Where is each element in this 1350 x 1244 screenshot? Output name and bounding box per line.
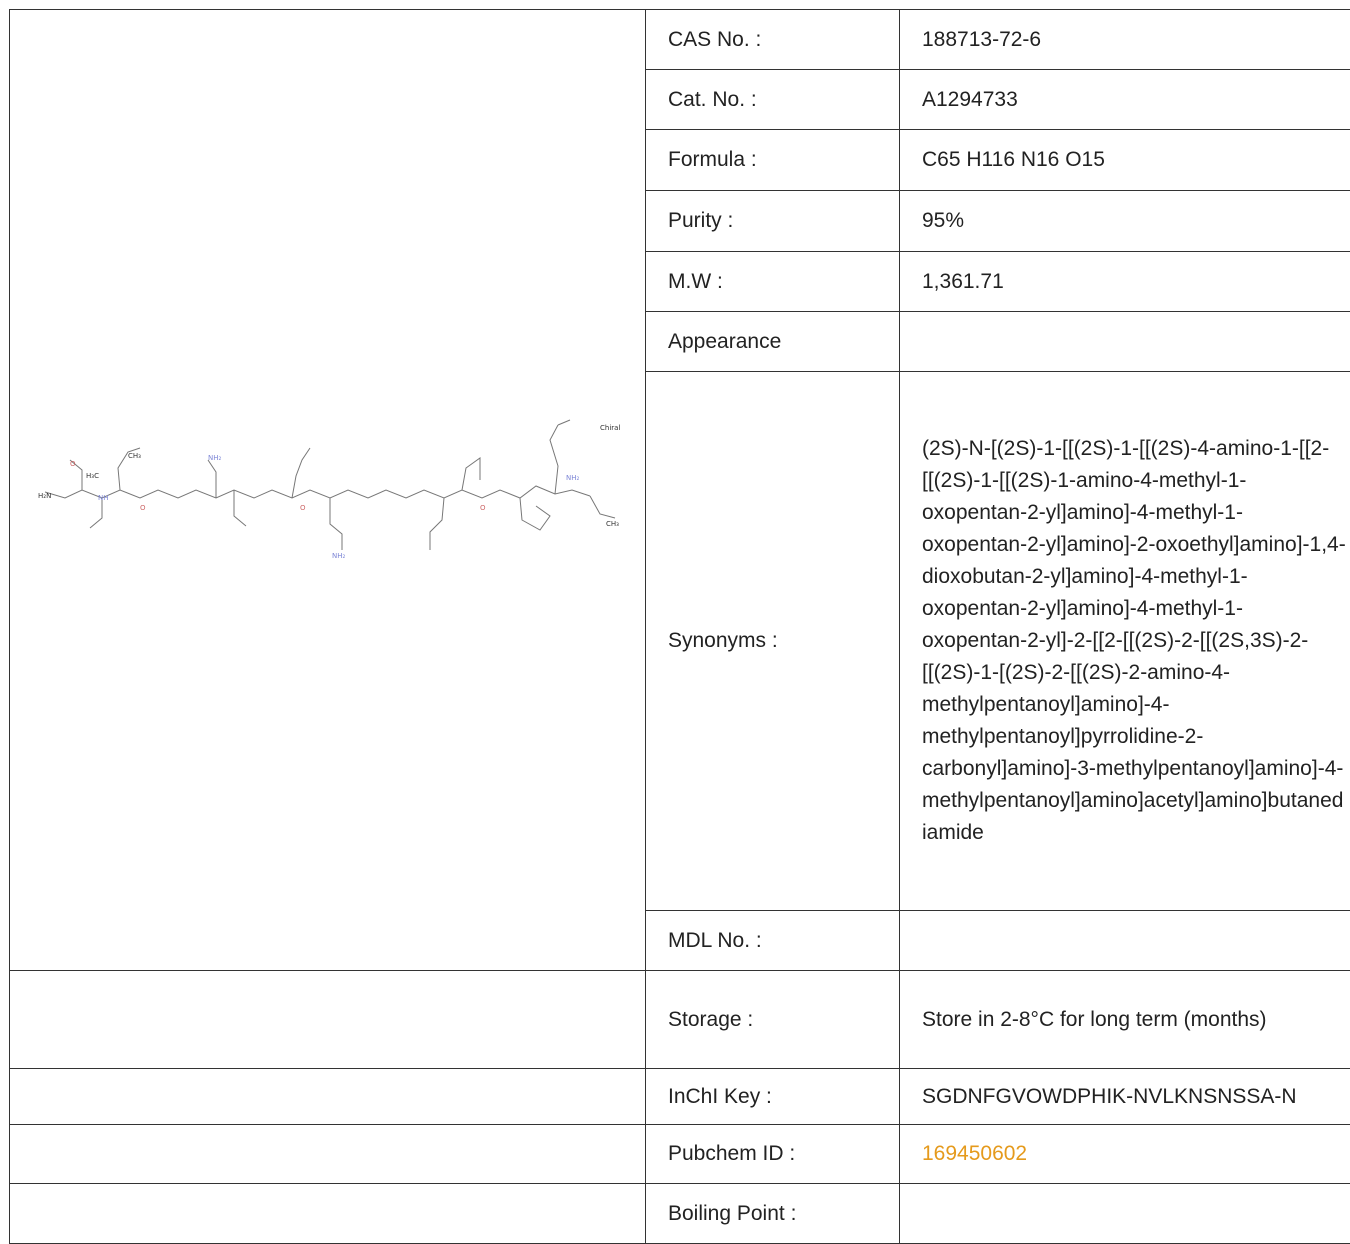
empty-cell [10,1184,646,1244]
label-inchi-key: InChI Key : [646,1069,900,1125]
label-synonyms: Synonyms : [646,372,900,911]
value-mw: 1,361.71 [900,252,1350,312]
atom-label: NH₂ [332,552,346,560]
label-storage: Storage : [646,971,900,1069]
value-cat-no: A1294733 [900,70,1350,130]
value-boiling-point [900,1184,1350,1244]
value-purity: 95% [900,191,1350,252]
chiral-label: Chiral [600,424,620,432]
pubchem-id-link[interactable]: 169450602 [922,1142,1027,1165]
value-pubchem-id-cell: 169450602 [900,1125,1350,1184]
label-cat-no: Cat. No. : [646,70,900,130]
atom-label: CH₃ [606,520,619,528]
atom-label: CH₃ [128,452,141,460]
atom-label: NH₂ [208,454,222,462]
row-pubchem-id: Pubchem ID : 169450602 [10,1125,1350,1184]
empty-cell [10,1069,646,1125]
label-formula: Formula : [646,130,900,191]
value-inchi-key: SGDNFGVOWDPHIK-NVLKNSNSSA-N [900,1069,1350,1125]
row-boiling-point: Boiling Point : [10,1184,1350,1244]
label-cas-no: CAS No. : [646,10,900,70]
label-pubchem-id: Pubchem ID : [646,1125,900,1184]
atom-label: H₃C [86,472,99,480]
label-mdl-no: MDL No. : [646,911,900,971]
label-appearance: Appearance [646,312,900,372]
structure-image-cell: H₂N H₃C CH₃ Chiral CH₃ NH NH₂ NH₂ NH₂ O [10,10,646,971]
atom-label: O [140,504,146,512]
atom-label: H₂N [38,492,51,500]
value-cas-no: 188713-72-6 [900,10,1350,70]
atom-label: O [300,504,306,512]
atom-label: O [70,460,76,468]
label-boiling-point: Boiling Point : [646,1184,900,1244]
atom-label: NH₂ [566,474,580,482]
row-storage: Storage : Store in 2-8°C for long term (… [10,971,1350,1069]
label-purity: Purity : [646,191,900,252]
atom-label: NH [98,494,109,502]
product-spec-table: H₂N H₃C CH₃ Chiral CH₃ NH NH₂ NH₂ NH₂ O [9,9,1350,1244]
value-formula: C65 H116 N16 O15 [900,130,1350,191]
value-storage: Store in 2-8°C for long term (months) [900,971,1350,1069]
row-inchi-key: InChI Key : SGDNFGVOWDPHIK-NVLKNSNSSA-N [10,1069,1350,1125]
value-synonyms: (2S)-N-[(2S)-1-[[(2S)-1-[[(2S)-4-amino-1… [900,372,1350,911]
value-appearance [900,312,1350,372]
row-cas: H₂N H₃C CH₃ Chiral CH₃ NH NH₂ NH₂ NH₂ O [10,10,1350,70]
molecule-structure-image: H₂N H₃C CH₃ Chiral CH₃ NH NH₂ NH₂ NH₂ O [10,20,646,960]
label-mw: M.W : [646,252,900,312]
empty-cell [10,1125,646,1184]
value-mdl-no [900,911,1350,971]
empty-cell [10,971,646,1069]
atom-label: O [480,504,486,512]
